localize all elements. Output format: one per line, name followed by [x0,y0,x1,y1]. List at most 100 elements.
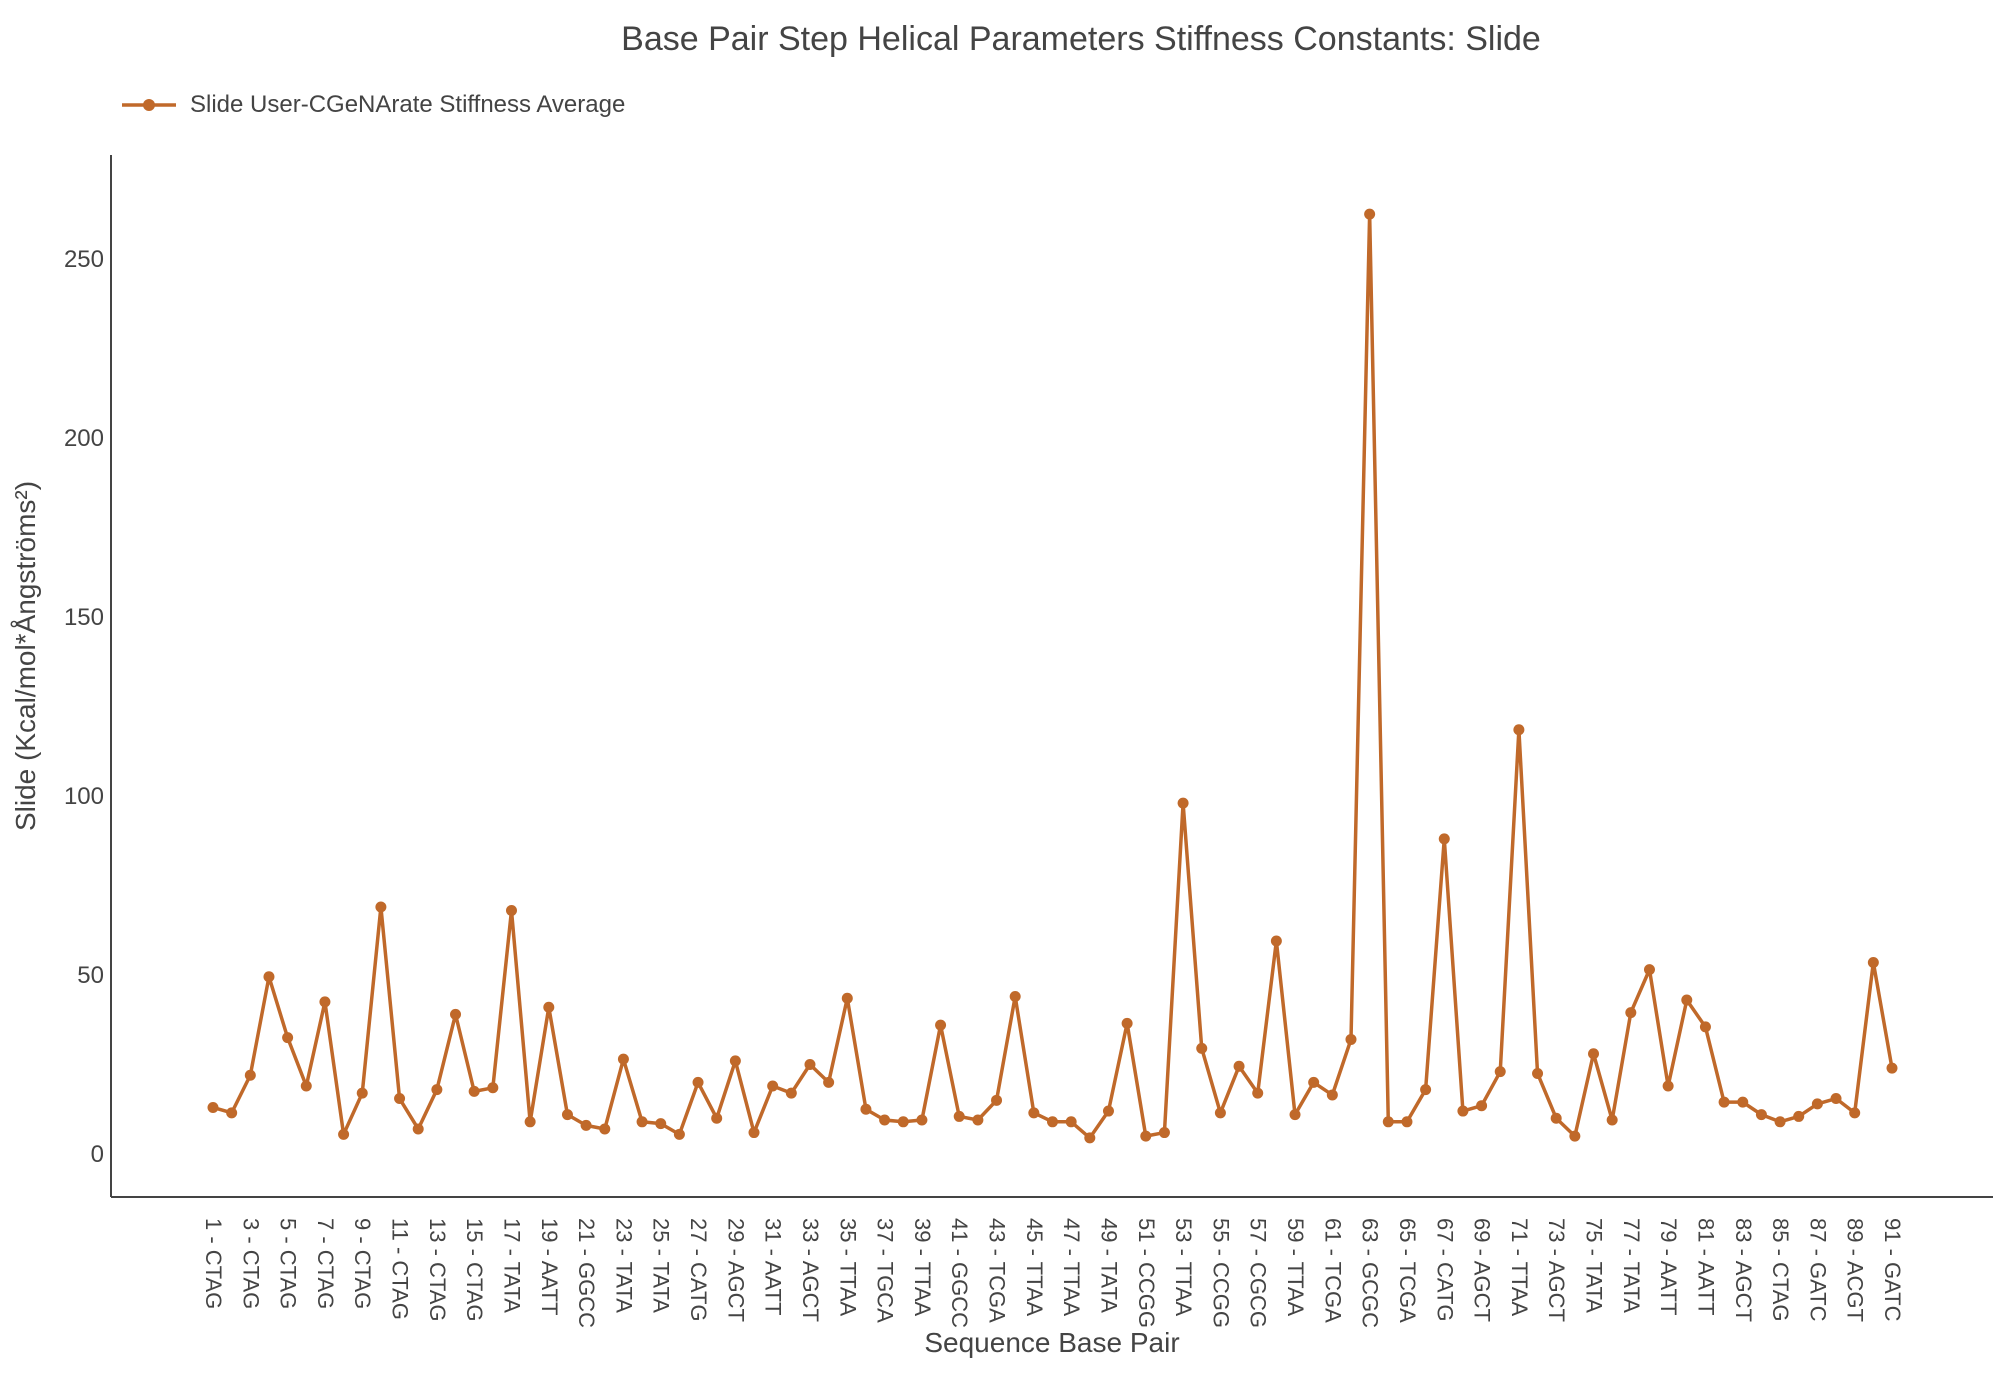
legend[interactable]: Slide User-CGeNArate Stiffness Average [120,88,625,122]
data-point[interactable] [505,905,517,917]
data-point[interactable] [1494,1066,1506,1078]
data-point[interactable] [692,1076,704,1088]
data-point[interactable] [1811,1098,1823,1110]
x-tick-label: 11 - CTAG [388,1218,413,1320]
data-point[interactable] [226,1107,238,1119]
data-point[interactable] [1308,1076,1320,1088]
data-point[interactable] [1438,833,1450,845]
data-point[interactable] [1047,1116,1058,1128]
data-point[interactable] [1382,1116,1394,1128]
data-point[interactable] [1214,1107,1226,1119]
data-point[interactable] [1233,1060,1245,1072]
data-point[interactable] [860,1103,872,1115]
data-point[interactable] [1345,1033,1357,1045]
data-point[interactable] [1084,1132,1096,1144]
data-point[interactable] [841,992,853,1004]
data-point[interactable] [953,1110,965,1122]
data-point[interactable] [1028,1107,1040,1119]
data-point[interactable] [804,1059,816,1071]
y-tick-label: 150 [64,604,104,631]
data-point[interactable] [935,1019,947,1031]
data-point[interactable] [1681,994,1693,1006]
data-point[interactable] [1476,1100,1488,1112]
data-point[interactable] [1102,1105,1114,1117]
data-point[interactable] [599,1123,611,1135]
data-point[interactable] [1606,1114,1618,1126]
data-point[interactable] [543,1001,555,1013]
data-point[interactable] [748,1127,760,1139]
data-point[interactable] [319,996,331,1008]
data-point[interactable] [561,1109,573,1121]
data-point[interactable] [1401,1116,1413,1128]
data-point[interactable] [394,1093,406,1105]
data-point[interactable] [1532,1067,1544,1079]
data-point[interactable] [1420,1084,1432,1096]
data-point[interactable] [1065,1116,1077,1128]
data-point[interactable] [1121,1017,1133,1029]
data-point[interactable] [1718,1096,1730,1108]
data-point[interactable] [1737,1096,1749,1108]
data-point[interactable] [1364,208,1376,220]
data-point[interactable] [338,1128,350,1140]
data-point[interactable] [1867,956,1879,968]
data-point[interactable] [1513,724,1525,736]
data-point[interactable] [879,1114,891,1126]
data-point[interactable] [468,1085,480,1097]
data-point[interactable] [1588,1048,1600,1060]
data-point[interactable] [412,1123,424,1135]
data-point[interactable] [897,1116,909,1128]
data-point[interactable] [356,1087,368,1099]
data-point[interactable] [655,1118,667,1130]
data-point[interactable] [487,1082,499,1094]
data-point[interactable] [785,1087,797,1099]
x-tick-label: 47 - TTAA [1059,1218,1084,1317]
data-point[interactable] [282,1032,294,1044]
data-point[interactable] [263,971,275,983]
data-point[interactable] [1569,1130,1581,1142]
x-tick-label: 3 - CTAG [238,1218,263,1309]
data-point[interactable] [1774,1116,1786,1128]
data-point[interactable] [1662,1080,1674,1092]
data-point[interactable] [636,1116,648,1128]
data-point[interactable] [1755,1109,1767,1121]
data-point[interactable] [1699,1021,1711,1033]
x-tick-label: 57 - CGCG [1246,1218,1271,1328]
data-point[interactable] [1849,1107,1861,1119]
data-point[interactable] [524,1116,536,1128]
data-point[interactable] [729,1055,741,1067]
data-point[interactable] [1793,1110,1805,1122]
data-point[interactable] [1196,1042,1208,1054]
data-point[interactable] [207,1101,219,1113]
data-point[interactable] [1270,935,1282,947]
data-point[interactable] [1625,1007,1637,1019]
data-point[interactable] [1457,1105,1469,1117]
data-point[interactable] [1326,1089,1338,1101]
data-point[interactable] [1252,1087,1264,1099]
data-point[interactable] [375,901,387,913]
data-point[interactable] [1643,964,1655,976]
data-point[interactable] [1550,1112,1562,1124]
data-point[interactable] [972,1114,984,1126]
data-point[interactable] [1830,1093,1842,1105]
x-tick-label: 91 - GATC [1880,1218,1905,1322]
data-point[interactable] [1009,990,1021,1002]
data-point[interactable] [580,1119,592,1131]
data-point[interactable] [1158,1127,1170,1139]
data-point[interactable] [1289,1109,1301,1121]
data-point[interactable] [1140,1130,1152,1142]
data-point[interactable] [673,1128,685,1140]
x-tick-label: 71 - TTAA [1507,1218,1532,1317]
data-point[interactable] [711,1112,723,1124]
data-point[interactable] [617,1053,629,1065]
data-point[interactable] [300,1080,312,1092]
data-point[interactable] [1886,1062,1898,1074]
data-point[interactable] [767,1080,779,1092]
data-point[interactable] [991,1094,1003,1106]
data-point[interactable] [916,1114,928,1126]
data-point[interactable] [431,1084,443,1096]
y-tick-labels: 0 50 100 150 200 250 [64,246,104,1168]
data-point[interactable] [823,1076,835,1088]
data-point[interactable] [244,1069,256,1081]
data-point[interactable] [450,1008,462,1020]
data-point[interactable] [1177,797,1189,809]
